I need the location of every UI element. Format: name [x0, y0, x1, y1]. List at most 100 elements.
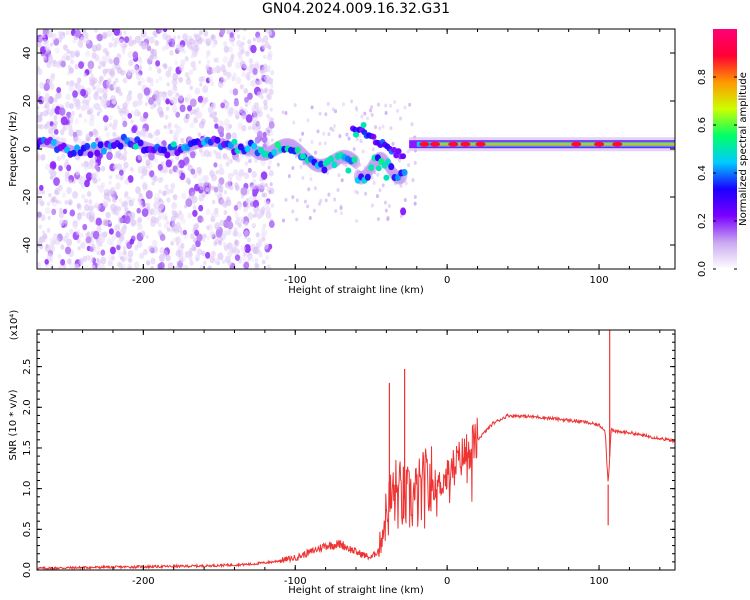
colorbar-tick-label: 0.6: [697, 117, 708, 133]
noise-point: [253, 246, 260, 255]
noise-point: [353, 189, 357, 194]
noise-point: [231, 132, 238, 140]
noise-point: [115, 231, 121, 238]
noise-point: [261, 38, 265, 44]
noise-point: [410, 122, 414, 127]
noise-point: [248, 195, 254, 203]
band-point: [370, 133, 377, 140]
noise-point: [72, 90, 78, 98]
noise-point: [220, 102, 225, 109]
band-point: [117, 142, 124, 150]
noise-point: [226, 107, 233, 115]
noise-point: [189, 98, 197, 108]
noise-point: [165, 70, 172, 78]
noise-point: [276, 162, 280, 167]
band-point: [160, 146, 167, 154]
noise-point: [241, 113, 247, 120]
noise-point: [188, 247, 193, 253]
noise-point: [92, 230, 100, 240]
noise-point: [264, 29, 271, 33]
noise-point: [178, 94, 184, 101]
noise-point: [108, 175, 113, 180]
noise-point: [124, 206, 129, 213]
noise-point: [70, 59, 75, 65]
noise-point: [223, 41, 228, 47]
noise-point: [164, 184, 169, 190]
noise-point: [308, 215, 312, 220]
noise-point: [38, 36, 44, 43]
noise-point: [149, 77, 154, 84]
noise-point: [408, 102, 412, 107]
noise-point: [187, 104, 193, 112]
noise-point: [51, 196, 57, 203]
noise-point: [44, 207, 51, 215]
noise-point: [60, 129, 65, 135]
noise-point: [174, 94, 179, 101]
noise-point: [307, 187, 311, 192]
noise-point: [71, 110, 75, 116]
noise-point: [77, 129, 83, 137]
noise-point: [263, 75, 268, 81]
noise-point: [211, 199, 216, 205]
band-point: [164, 151, 171, 159]
noise-point: [102, 92, 108, 100]
noise-point: [236, 217, 241, 222]
noise-point: [105, 132, 111, 138]
noise-point: [361, 149, 365, 154]
noise-point: [109, 68, 116, 76]
noise-point: [363, 111, 367, 116]
noise-point: [165, 254, 171, 262]
noise-point: [91, 205, 95, 210]
noise-point: [42, 33, 46, 39]
band-bright: [383, 174, 390, 181]
noise-point: [51, 103, 57, 110]
noise-point: [260, 171, 268, 180]
noise-point: [108, 254, 114, 262]
noise-point: [413, 160, 417, 165]
noise-point: [252, 67, 258, 75]
y-tick-label: 0.5: [22, 521, 33, 537]
noise-point: [218, 167, 225, 176]
noise-point: [167, 262, 174, 269]
noise-point: [43, 110, 49, 117]
noise-point: [133, 65, 139, 73]
tone-peak-spot: [419, 141, 430, 147]
noise-point: [104, 127, 108, 131]
noise-point: [349, 99, 353, 104]
colorbar-tick-label: 0.8: [697, 69, 708, 85]
noise-point: [228, 46, 234, 53]
noise-point: [267, 165, 271, 170]
noise-point: [171, 43, 176, 48]
noise-point: [198, 121, 205, 129]
noise-point: [155, 60, 161, 67]
noise-point: [190, 61, 196, 68]
noise-point: [253, 102, 260, 110]
noise-point: [87, 60, 95, 70]
noise-point: [251, 170, 257, 178]
noise-point: [178, 76, 183, 83]
noise-point: [203, 149, 210, 158]
noise-point: [254, 136, 261, 144]
noise-point: [247, 92, 253, 100]
noise-point: [190, 168, 196, 175]
noise-point: [240, 218, 244, 223]
noise-point: [82, 255, 88, 263]
noise-point: [108, 220, 113, 225]
noise-point: [128, 265, 132, 269]
noise-point: [80, 88, 86, 97]
noise-point: [51, 33, 57, 41]
noise-point: [170, 241, 174, 246]
noise-point: [211, 111, 217, 120]
noise-point: [100, 182, 106, 189]
noise-point: [196, 166, 202, 174]
noise-point: [199, 82, 203, 87]
noise-point: [37, 90, 41, 96]
x-tick-label: -100: [284, 275, 307, 286]
band-point: [271, 148, 278, 156]
noise-point: [58, 165, 63, 172]
noise-point: [369, 108, 373, 113]
noise-point: [226, 228, 232, 236]
noise-point: [148, 245, 154, 253]
noise-point: [51, 123, 57, 131]
noise-point: [313, 186, 317, 191]
